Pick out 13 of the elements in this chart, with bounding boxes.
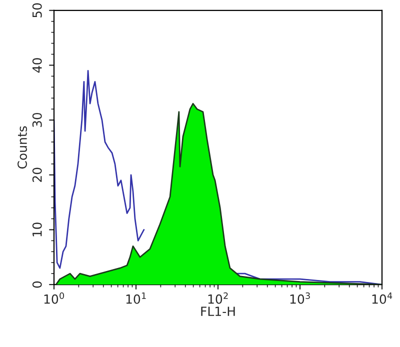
y-tick-label: 30 [32,112,42,128]
y-tick-label: 40 [32,58,42,73]
y-axis-title: Counts [18,126,27,169]
y-tick-label: 20 [32,168,42,182]
x-axis-title: FL1-H [201,306,235,316]
x-tick-label: 10$^{0}$ [44,292,64,304]
x-tick-label: 10$^{2}$ [208,292,228,304]
y-tick-label: 10 [32,222,42,236]
x-tick-label: 10$^{4}$ [372,292,392,304]
x-tick-label: 10$^{1}$ [126,292,146,304]
y-tick-label: 0 [32,281,42,288]
y-tick-label: 50 [32,3,42,18]
x-tick-label: 10$^{3}$ [290,292,310,304]
